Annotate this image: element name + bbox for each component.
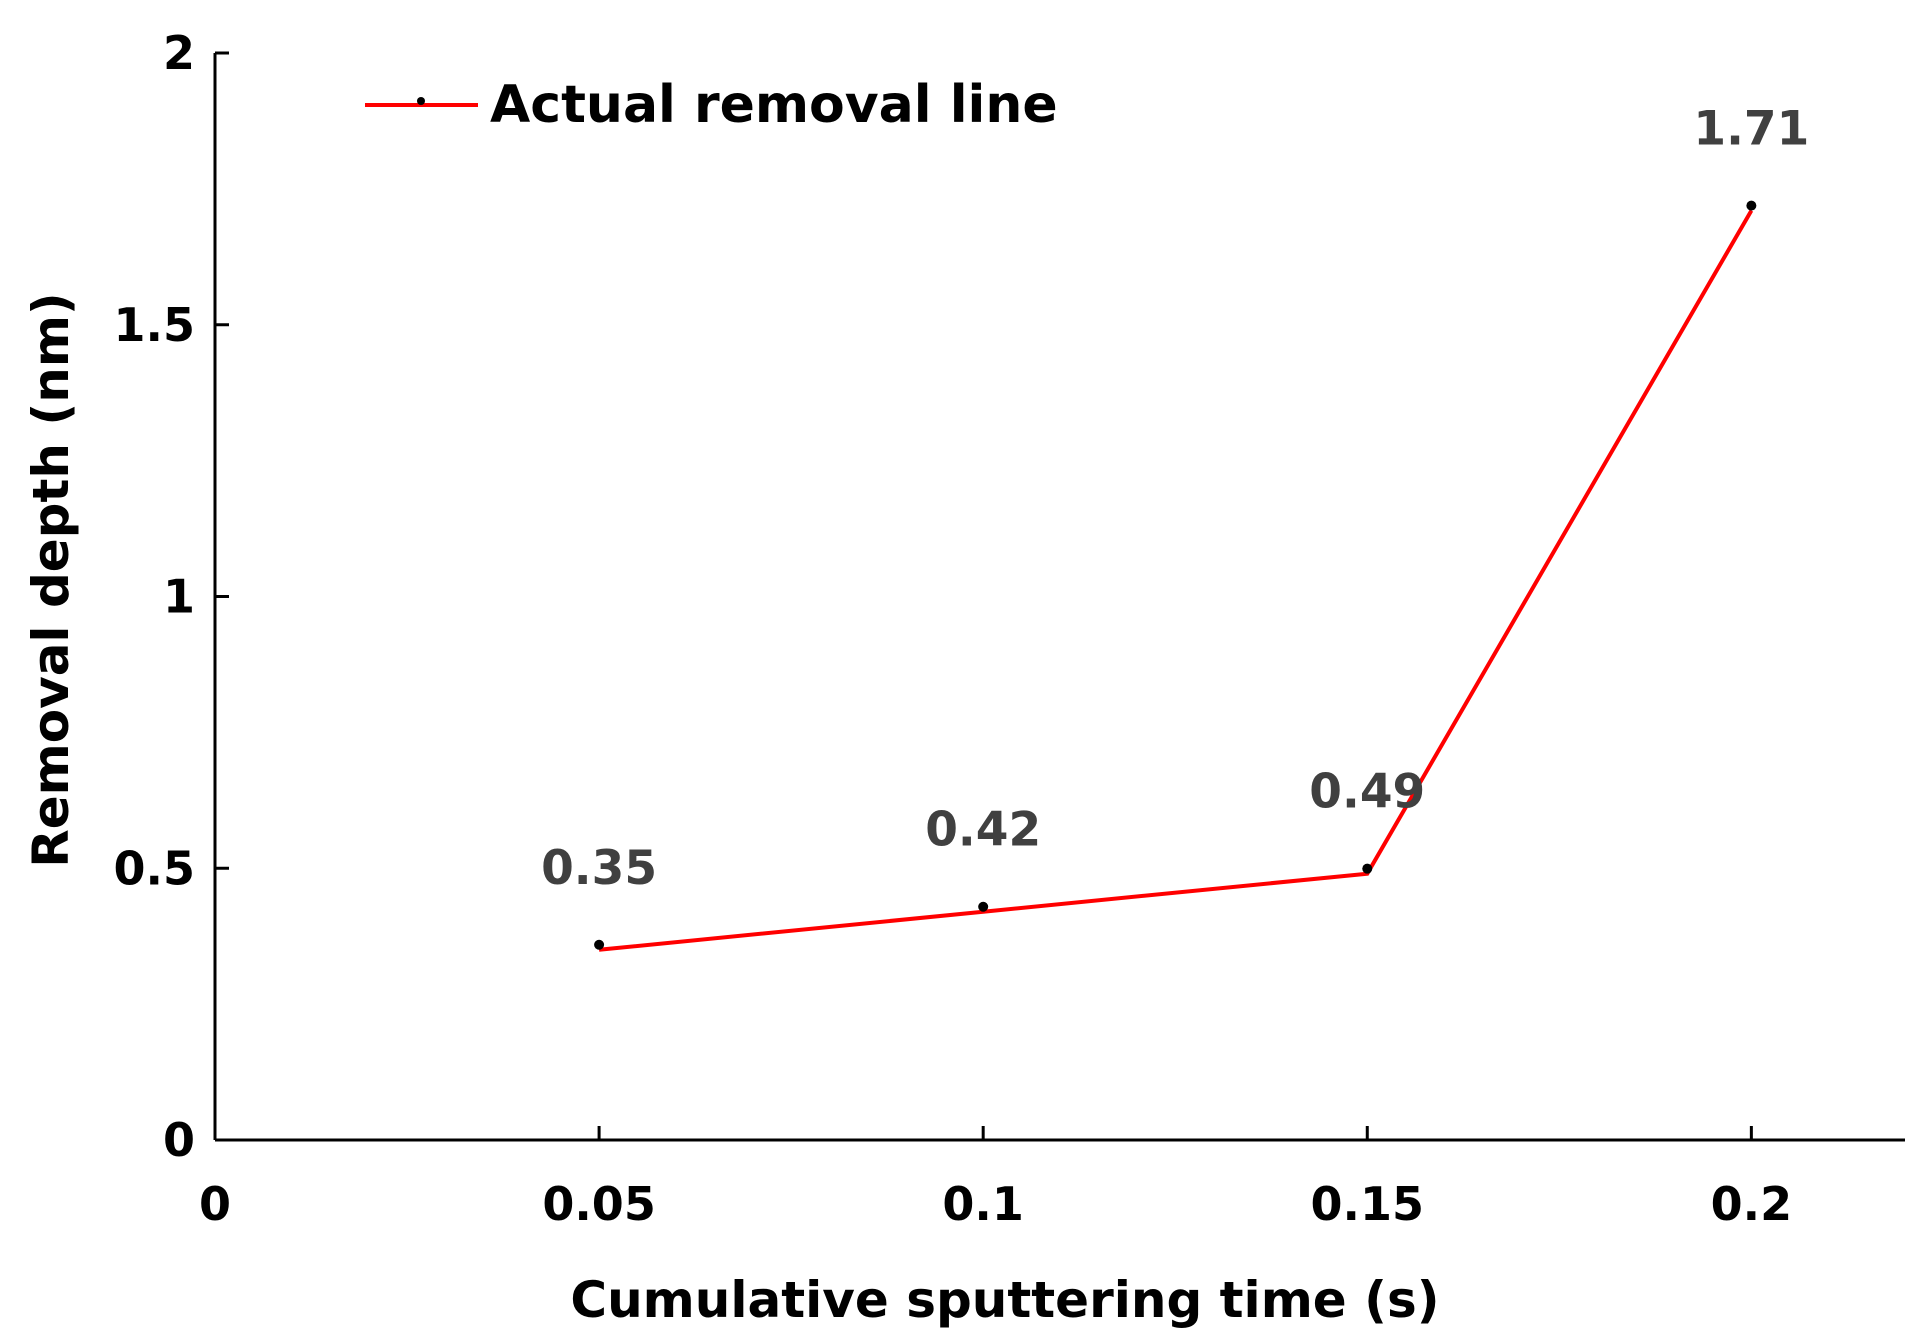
legend: Actual removal line <box>365 75 1058 135</box>
data-point <box>978 901 989 912</box>
y-tick-label: 0 <box>163 1113 195 1167</box>
data-point <box>594 939 605 950</box>
data-point <box>1746 200 1757 211</box>
x-axis-title: Cumulative sputtering time (s) <box>570 1271 1439 1329</box>
data-point <box>1362 863 1373 874</box>
x-tick-label: 0.2 <box>1711 1177 1793 1231</box>
data-label: 0.49 <box>1309 765 1425 820</box>
data-label: 0.35 <box>541 841 657 896</box>
x-tick-label: 0 <box>199 1177 231 1231</box>
y-tick-label: 2 <box>163 26 195 80</box>
x-tick-label: 0.1 <box>942 1177 1024 1231</box>
y-tick-label: 1 <box>163 570 195 624</box>
y-tick-label: 0.5 <box>114 841 196 895</box>
data-label: 0.42 <box>925 803 1041 858</box>
series-layer <box>594 200 1757 952</box>
data-label: 1.71 <box>1693 102 1809 157</box>
legend-swatch-marker <box>417 97 425 105</box>
x-tick-label: 0.15 <box>1311 1177 1425 1231</box>
series-line <box>598 209 1754 952</box>
legend-label: Actual removal line <box>490 75 1058 135</box>
x-tick-label: 0.05 <box>542 1177 656 1231</box>
axes: 0 0.5 1 1.5 2 0 0.05 0.1 0.15 0.2 <box>114 26 1905 1231</box>
data-labels: 0.35 0.42 0.49 1.71 <box>541 102 1809 896</box>
y-tick-label: 1.5 <box>114 298 196 352</box>
y-axis-title: Removal depth (nm) <box>22 292 80 868</box>
